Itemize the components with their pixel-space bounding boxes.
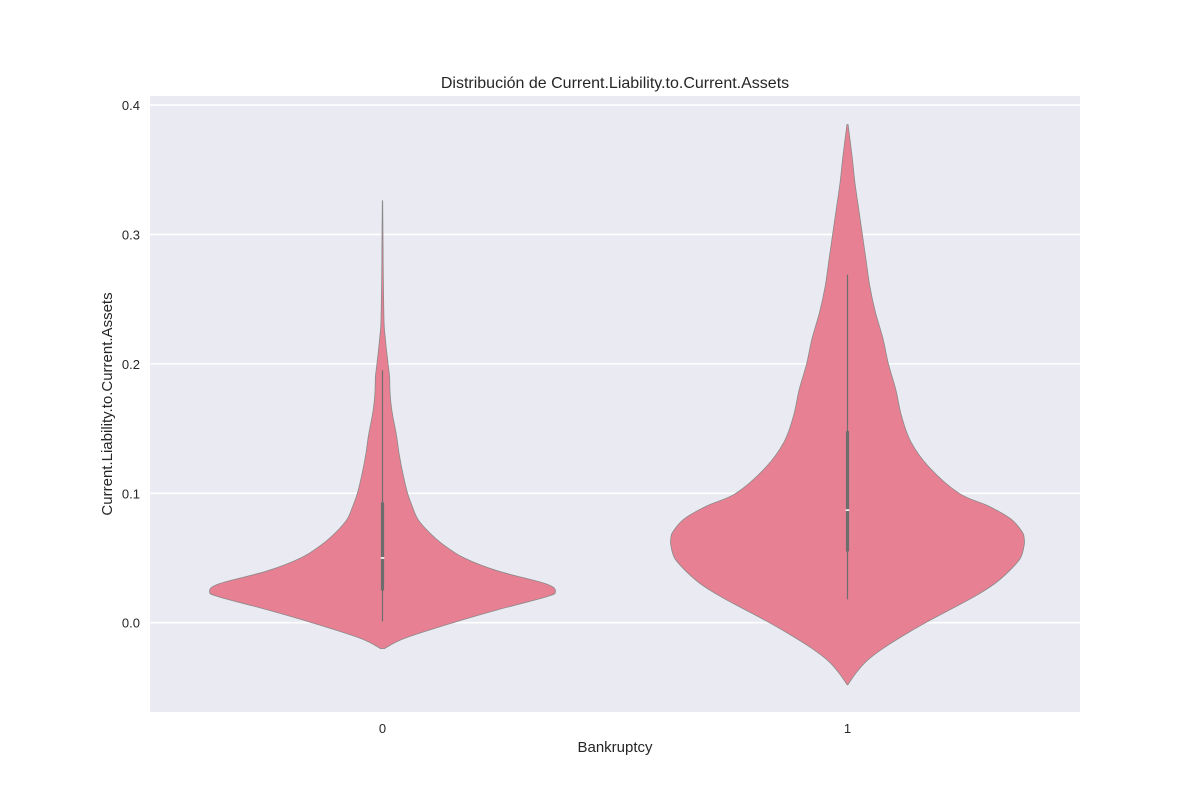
violin-1 bbox=[670, 124, 1025, 686]
chart-title: Distribución de Current.Liability.to.Cur… bbox=[441, 75, 789, 92]
violins bbox=[209, 124, 1025, 686]
x-tick-label: 1 bbox=[844, 721, 851, 736]
violin-0 bbox=[209, 200, 556, 649]
y-tick-label: 0.1 bbox=[122, 486, 140, 501]
y-tick-label: 0.2 bbox=[122, 357, 140, 372]
y-tick-label: 0.4 bbox=[122, 98, 140, 113]
y-tick-labels: 0.0 0.1 0.2 0.3 0.4 bbox=[122, 98, 140, 631]
x-tick-label: 0 bbox=[379, 721, 386, 736]
y-tick-label: 0.3 bbox=[122, 227, 140, 242]
y-tick-label: 0.0 bbox=[122, 616, 140, 631]
plot-area bbox=[150, 96, 1080, 712]
x-axis-label: Bankruptcy bbox=[577, 739, 653, 756]
y-axis-label: Current.Liability.to.Current.Assets bbox=[99, 292, 116, 515]
